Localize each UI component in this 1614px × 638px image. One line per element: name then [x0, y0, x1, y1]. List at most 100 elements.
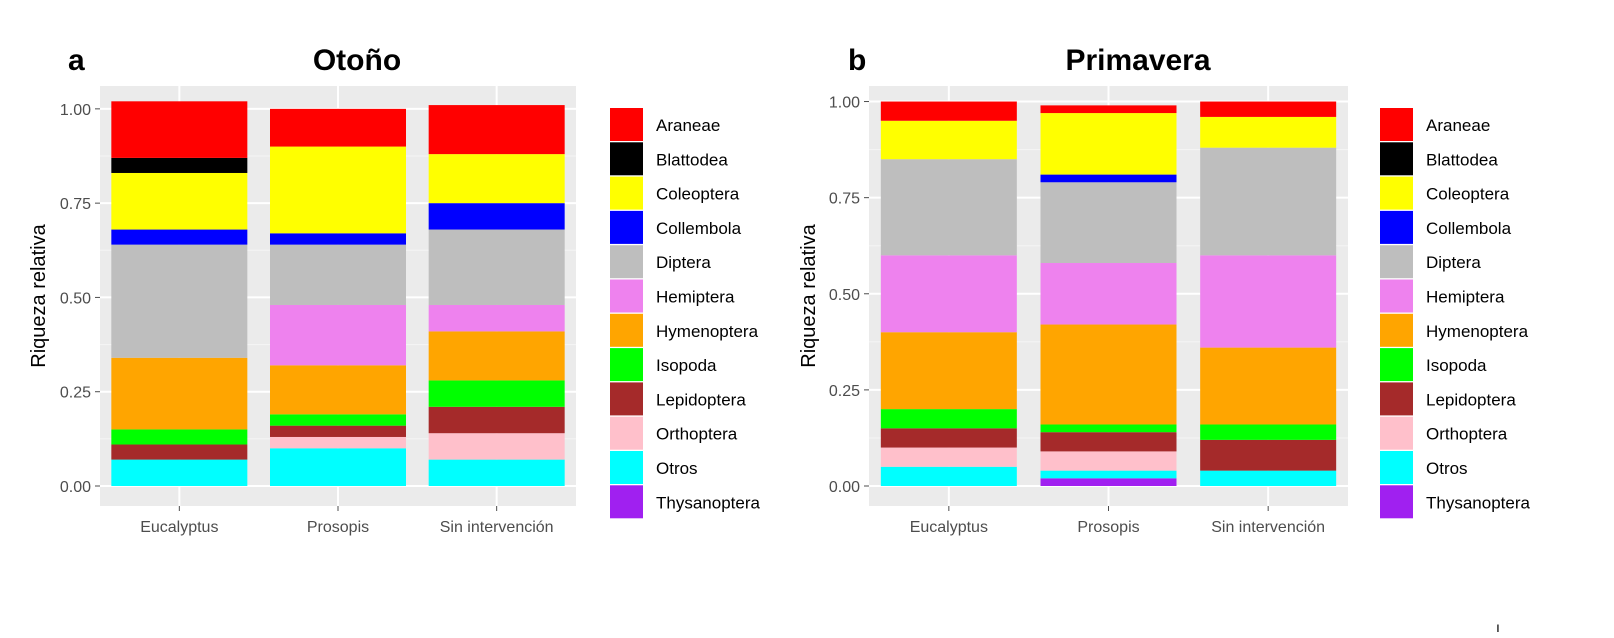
legend-label-isopoda: Isopoda — [1426, 356, 1487, 375]
legend-label-coleoptera: Coleoptera — [656, 185, 740, 204]
legend-swatch-thysanoptera — [1380, 485, 1413, 519]
legend-label-orthoptera: Orthoptera — [656, 425, 738, 444]
bar-segment-eucalyptus-hymenoptera — [880, 332, 1017, 410]
legend-label-orthoptera: Orthoptera — [1426, 425, 1508, 444]
bar-segment-prosopis-thysanoptera — [1040, 478, 1177, 486]
legend-swatch-blattodea — [610, 142, 643, 176]
bar-segment-sin-intervencion-otros — [1200, 470, 1337, 486]
bar-segment-prosopis-otros — [1040, 470, 1177, 479]
bar-segment-eucalyptus-isopoda — [111, 429, 248, 445]
bar-segment-prosopis-araneae — [270, 108, 406, 147]
bar-segment-eucalyptus-blattodea — [111, 157, 248, 173]
legend-swatch-araneae — [1380, 108, 1413, 141]
bar-segment-sin-intervencion-lepidoptera — [1200, 439, 1337, 471]
bar-segment-eucalyptus-coleoptera — [880, 120, 1017, 160]
bar-segment-eucalyptus-isopoda — [880, 409, 1017, 429]
bar-segment-sin-intervencion-orthoptera — [428, 433, 565, 460]
legend: Araneae Blattodea Coleoptera Collembola Dipt… — [1380, 108, 1530, 519]
legend-swatch-thysanoptera — [610, 485, 643, 519]
legend-label-diptera: Diptera — [1426, 253, 1481, 272]
y-tick-label: 0.25 — [829, 383, 860, 400]
legend-swatch-diptera — [1380, 245, 1413, 279]
legend-label-lepidoptera: Lepidoptera — [656, 390, 746, 409]
legend-swatch-collembola — [1380, 210, 1413, 244]
bar-segment-prosopis-hemiptera — [1040, 263, 1177, 325]
chart-title: Primavera — [1065, 44, 1210, 77]
y-tick-label: 0.25 — [60, 385, 91, 402]
legend-swatch-hymenoptera — [610, 313, 643, 347]
bar-segment-prosopis-isopoda — [1040, 424, 1177, 433]
bar-segment-eucalyptus-otros — [880, 466, 1017, 486]
bar-segment-sin-intervencion-hemiptera — [1200, 255, 1337, 348]
bar-segment-prosopis-isopoda — [270, 414, 406, 426]
legend-label-isopoda: Isopoda — [656, 356, 717, 375]
x-tick-label: Prosopis — [307, 519, 369, 536]
legend-swatch-blattodea — [1380, 142, 1413, 176]
legend: Araneae Blattodea Coleoptera Collembola Dipt… — [610, 108, 760, 519]
legend-swatch-otros — [1380, 451, 1413, 484]
y-tick-label: 1.00 — [829, 95, 860, 112]
legend-swatch-orthoptera — [610, 416, 643, 450]
bar-segment-sin-intervencion-hemiptera — [428, 304, 565, 332]
y-axis-title: Riqueza relativa — [28, 223, 50, 367]
bar-segment-prosopis-coleoptera — [1040, 113, 1177, 175]
y-tick-label: 0.50 — [829, 287, 860, 304]
legend-swatch-hemiptera — [1380, 279, 1413, 313]
legend-label-lepidoptera: Lepidoptera — [1426, 390, 1516, 409]
x-tick-label: Sin intervención — [440, 519, 554, 536]
legend-label-coleoptera: Coleoptera — [1426, 185, 1510, 204]
chart-title: Otoño — [313, 44, 401, 77]
bar-segment-prosopis-collembola — [1040, 174, 1177, 183]
legend-label-hemiptera: Hemiptera — [656, 288, 735, 307]
bar-segment-prosopis-diptera — [270, 244, 406, 305]
y-tick-label: 0.75 — [829, 191, 860, 208]
legend-swatch-isopoda — [1380, 348, 1413, 382]
bar-segment-prosopis-diptera — [1040, 182, 1177, 264]
y-axis-title: Riqueza relativa — [798, 223, 820, 367]
legend-label-hemiptera: Hemiptera — [1426, 288, 1505, 307]
legend-swatch-hymenoptera — [1380, 313, 1413, 347]
y-tick-label: 0.00 — [829, 479, 860, 496]
y-tick-label: 0.75 — [60, 196, 91, 213]
legend-label-blattodea: Blattodea — [1426, 150, 1498, 169]
panel-tag: b — [848, 44, 866, 77]
bar-segment-sin-intervencion-diptera — [428, 229, 565, 305]
bar-segment-sin-intervencion-coleoptera — [428, 154, 565, 204]
bar-segment-prosopis-hemiptera — [270, 304, 406, 366]
bar-segment-sin-intervencion-isopoda — [428, 380, 565, 407]
legend-swatch-otros — [610, 451, 643, 484]
legend-label-thysanoptera: Thysanoptera — [656, 493, 760, 512]
bar-segment-eucalyptus-lepidoptera — [880, 428, 1017, 448]
legend-swatch-orthoptera — [1380, 416, 1413, 450]
bar-segment-sin-intervencion-otros — [428, 459, 565, 486]
bar-segment-eucalyptus-diptera — [111, 244, 248, 358]
legend-swatch-lepidoptera — [610, 382, 643, 416]
bar-segment-prosopis-otros — [270, 448, 406, 486]
legend-label-araneae: Araneae — [656, 116, 720, 135]
y-tick-label: 1.00 — [60, 102, 91, 119]
x-tick-label: Sin intervención — [1211, 519, 1325, 536]
bar-segment-eucalyptus-araneae — [111, 101, 248, 158]
bar-segment-eucalyptus-coleoptera — [111, 172, 248, 230]
legend-label-otros: Otros — [1426, 459, 1468, 478]
bar-segment-prosopis-hymenoptera — [270, 365, 406, 415]
y-tick-label: 0.50 — [60, 290, 91, 307]
bar-segment-eucalyptus-otros — [111, 459, 248, 486]
bar-segment-prosopis-lepidoptera — [270, 425, 406, 437]
bar-segment-sin-intervencion-araneae — [428, 105, 565, 155]
bar-segment-prosopis-lepidoptera — [1040, 432, 1177, 452]
legend-swatch-coleoptera — [1380, 176, 1413, 210]
legend-label-otros: Otros — [656, 459, 698, 478]
legend-swatch-lepidoptera — [1380, 382, 1413, 416]
legend-label-blattodea: Blattodea — [656, 150, 728, 169]
legend-label-diptera: Diptera — [656, 253, 711, 272]
bar-segment-prosopis-orthoptera — [1040, 451, 1177, 471]
bar-segment-sin-intervencion-lepidoptera — [428, 406, 565, 434]
legend-swatch-araneae — [610, 108, 643, 141]
bar-segment-prosopis-araneae — [1040, 105, 1177, 114]
legend-swatch-diptera — [610, 245, 643, 279]
y-tick-label: 0.00 — [60, 479, 91, 496]
bar-segment-eucalyptus-hemiptera — [880, 255, 1017, 333]
legend-swatch-coleoptera — [610, 176, 643, 210]
